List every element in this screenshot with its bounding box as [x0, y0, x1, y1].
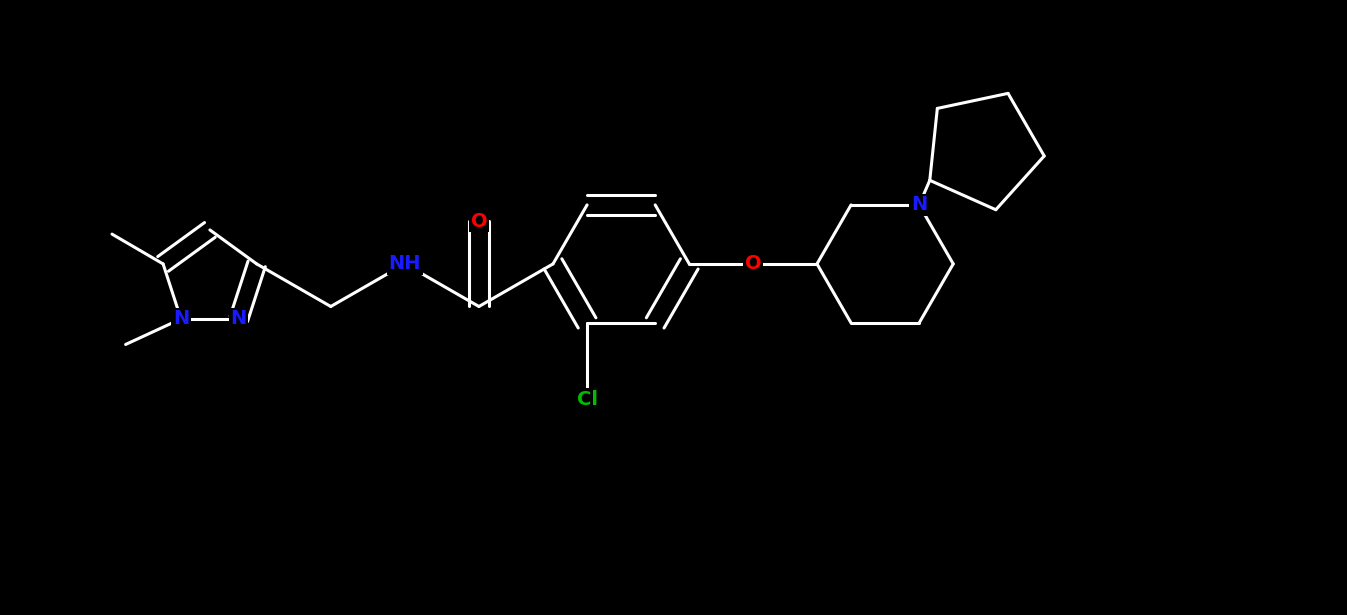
Text: NH: NH [388, 255, 422, 274]
Text: O: O [470, 212, 488, 231]
Text: Cl: Cl [577, 390, 598, 409]
Text: N: N [230, 309, 247, 328]
Text: O: O [745, 255, 761, 274]
Text: N: N [911, 196, 927, 215]
Text: N: N [172, 309, 189, 328]
